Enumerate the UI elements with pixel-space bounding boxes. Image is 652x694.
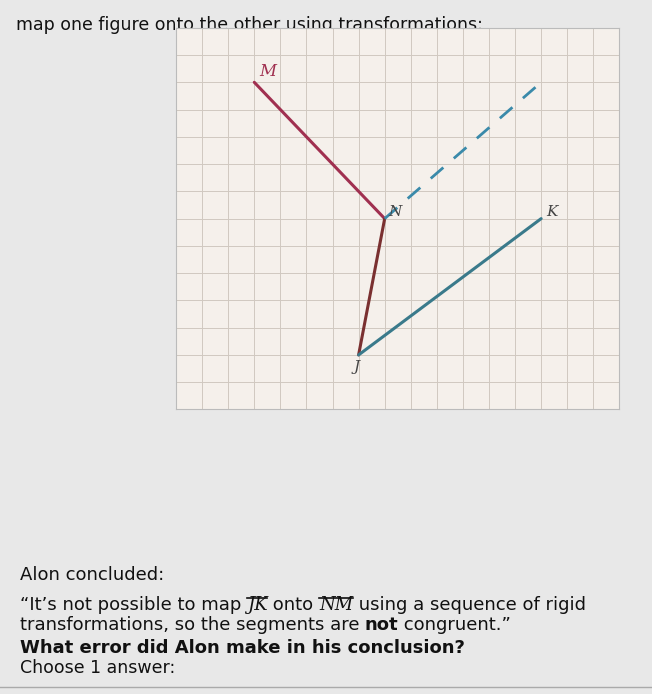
Text: M: M [259,62,276,80]
Text: NM: NM [319,596,353,614]
Text: Choose 1 answer:: Choose 1 answer: [20,659,175,677]
Text: J: J [353,360,359,374]
Text: N: N [389,205,402,219]
Text: What error did Alon make in his conclusion?: What error did Alon make in his conclusi… [20,639,464,657]
Text: onto: onto [267,596,319,614]
Text: map one figure onto the other using transformations:: map one figure onto the other using tran… [16,16,483,34]
Text: “It’s not possible to map: “It’s not possible to map [20,596,246,614]
Text: transformations, so the segments are: transformations, so the segments are [20,616,365,634]
Text: not: not [365,616,398,634]
Text: using a sequence of rigid: using a sequence of rigid [353,596,586,614]
Text: K: K [546,205,557,219]
Text: JK: JK [246,596,267,614]
Text: congruent.”: congruent.” [398,616,511,634]
Text: Alon concluded:: Alon concluded: [20,566,164,584]
